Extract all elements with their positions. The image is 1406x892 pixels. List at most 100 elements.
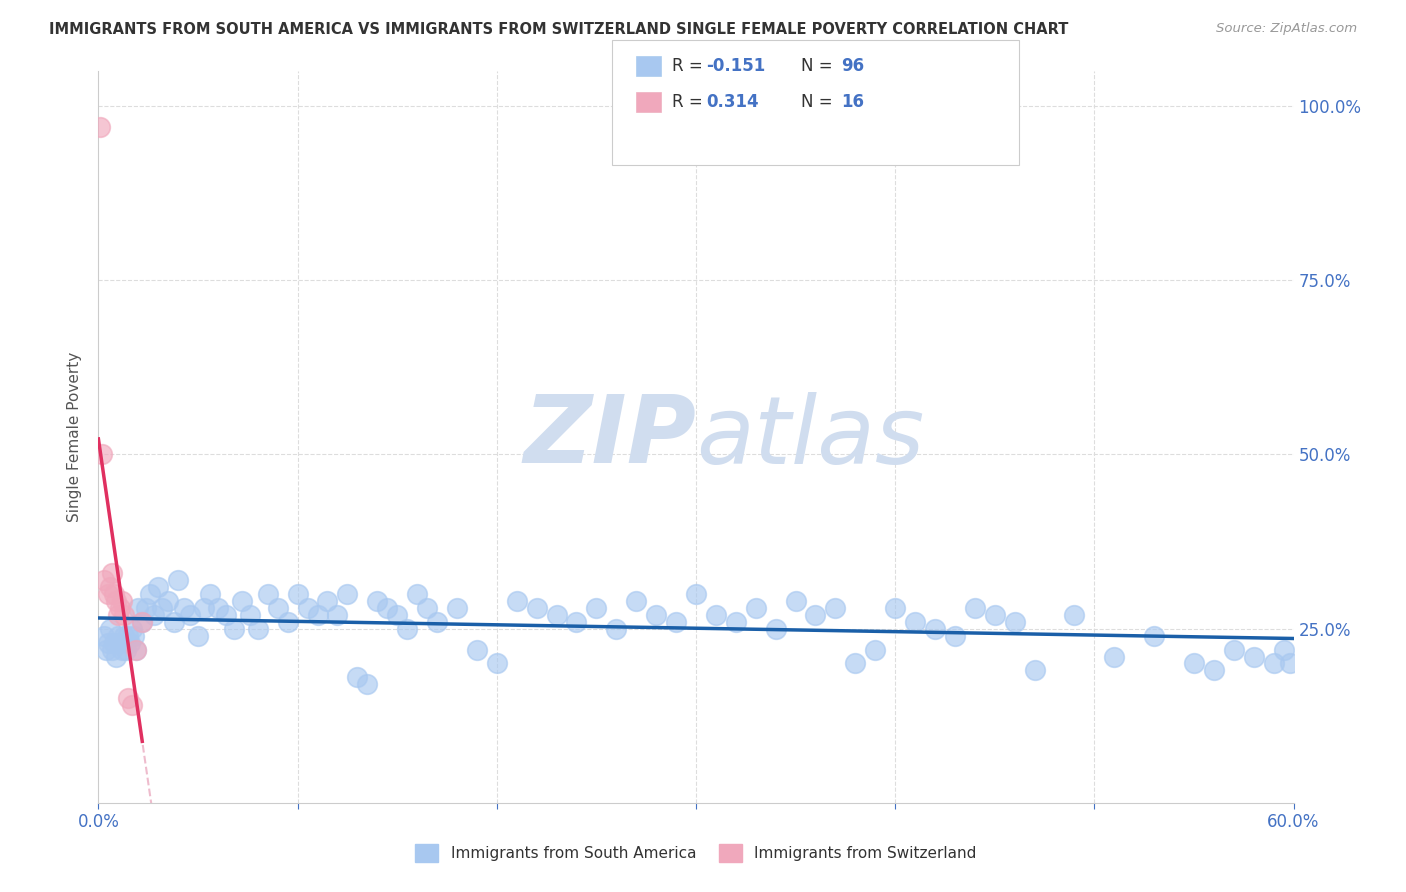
Point: [97, 587, 120, 601]
Point: [163, 615, 186, 629]
Point: [124, 629, 146, 643]
Point: [277, 615, 299, 629]
Point: [396, 622, 419, 636]
Point: [117, 629, 139, 643]
Point: [565, 615, 588, 629]
Text: -0.151: -0.151: [706, 57, 765, 75]
Point: [110, 600, 132, 615]
Point: [207, 600, 229, 615]
Text: 96: 96: [841, 57, 863, 75]
Point: [1223, 642, 1246, 657]
Point: [198, 587, 221, 601]
Point: [287, 587, 309, 601]
Point: [924, 622, 946, 636]
Point: [150, 600, 173, 615]
Point: [1004, 615, 1026, 629]
Point: [1182, 657, 1205, 671]
Point: [485, 657, 508, 671]
Text: R =: R =: [672, 57, 709, 75]
Point: [239, 607, 262, 622]
Point: [98, 580, 122, 594]
Point: [127, 600, 149, 615]
Point: [1063, 607, 1085, 622]
Point: [1263, 657, 1285, 671]
Point: [111, 594, 134, 608]
Text: R =: R =: [672, 93, 709, 111]
Point: [605, 622, 627, 636]
Point: [426, 615, 449, 629]
Point: [316, 594, 339, 608]
Point: [93, 573, 115, 587]
Point: [963, 600, 986, 615]
Point: [125, 642, 148, 657]
Point: [120, 635, 142, 649]
Point: [785, 594, 807, 608]
Point: [366, 594, 388, 608]
Text: IMMIGRANTS FROM SOUTH AMERICA VS IMMIGRANTS FROM SWITZERLAND SINGLE FEMALE POVER: IMMIGRANTS FROM SOUTH AMERICA VS IMMIGRA…: [49, 22, 1069, 37]
Point: [91, 448, 114, 462]
Text: atlas: atlas: [696, 392, 924, 483]
Legend: Immigrants from South America, Immigrants from Switzerland: Immigrants from South America, Immigrant…: [409, 838, 983, 868]
Point: [1143, 629, 1166, 643]
Point: [115, 642, 138, 657]
Point: [375, 600, 398, 615]
Point: [135, 600, 157, 615]
Point: [112, 629, 135, 643]
Point: [101, 642, 124, 657]
Point: [103, 635, 125, 649]
Point: [117, 691, 139, 706]
Point: [93, 629, 115, 643]
Point: [865, 642, 887, 657]
Point: [107, 607, 129, 622]
Point: [745, 600, 768, 615]
Point: [704, 607, 727, 622]
Point: [526, 600, 548, 615]
Text: 16: 16: [841, 93, 863, 111]
Point: [96, 642, 118, 657]
Point: [1243, 649, 1265, 664]
Point: [665, 615, 688, 629]
Point: [1278, 657, 1301, 671]
Point: [215, 607, 238, 622]
Point: [111, 642, 134, 657]
Text: N =: N =: [801, 57, 838, 75]
Point: [1272, 642, 1295, 657]
Point: [724, 615, 747, 629]
Point: [765, 622, 787, 636]
Point: [222, 622, 245, 636]
Point: [506, 594, 529, 608]
Point: [105, 649, 128, 664]
Point: [307, 607, 329, 622]
Point: [804, 607, 827, 622]
Point: [139, 587, 162, 601]
Point: [112, 607, 135, 622]
Point: [385, 607, 409, 622]
Point: [326, 607, 349, 622]
Point: [884, 600, 907, 615]
Point: [984, 607, 1007, 622]
Point: [121, 698, 143, 713]
Point: [98, 622, 122, 636]
Point: [193, 600, 215, 615]
Point: [844, 657, 866, 671]
Point: [105, 594, 128, 608]
Point: [685, 587, 707, 601]
Text: ZIP: ZIP: [523, 391, 696, 483]
Point: [246, 622, 269, 636]
Y-axis label: Single Female Poverty: Single Female Poverty: [67, 352, 83, 522]
Point: [131, 615, 153, 629]
Point: [97, 635, 120, 649]
Text: Source: ZipAtlas.com: Source: ZipAtlas.com: [1216, 22, 1357, 36]
Point: [256, 587, 278, 601]
Point: [943, 629, 966, 643]
Point: [336, 587, 359, 601]
Point: [107, 629, 129, 643]
Point: [101, 566, 124, 580]
Point: [1202, 664, 1225, 678]
Point: [346, 670, 368, 684]
Point: [103, 587, 125, 601]
Point: [904, 615, 927, 629]
Point: [465, 642, 488, 657]
Point: [187, 629, 209, 643]
Point: [1104, 649, 1126, 664]
